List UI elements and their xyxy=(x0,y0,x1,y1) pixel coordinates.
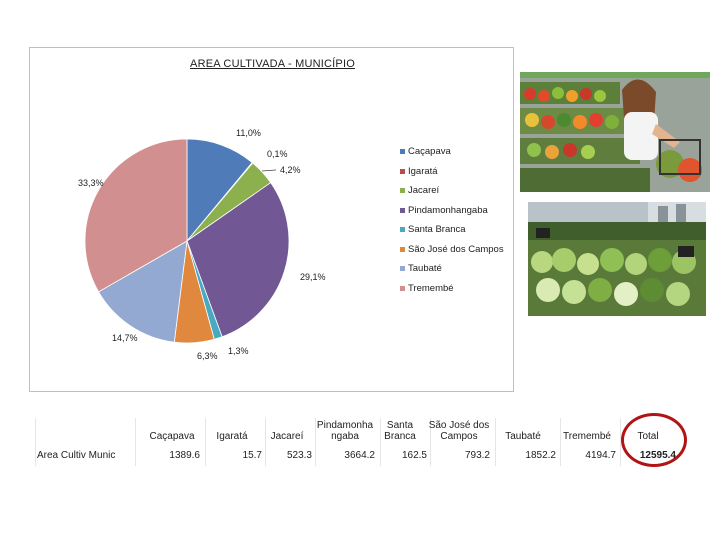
legend-swatch xyxy=(400,149,405,154)
pie-chart: 11,0% 0,1% 4,2% 29,1% 1,3% 6,3% 14,7% 33,3% xyxy=(78,128,326,361)
total-value: 12595.4 xyxy=(639,450,676,461)
table-divider xyxy=(620,418,621,466)
legend-swatch xyxy=(400,285,405,291)
table-cell: 793.2 xyxy=(464,450,490,461)
leader-line xyxy=(261,169,277,172)
legend-swatch xyxy=(400,207,405,213)
legend-label: Taubaté xyxy=(408,263,442,274)
chart-frame: AREA CULTIVADA - MUNICÍPIO 11,0% 0,1% 4,2%… xyxy=(29,47,514,392)
table-divider xyxy=(205,418,206,466)
column-header: Campos xyxy=(440,431,478,442)
column-header: Branca xyxy=(384,431,416,442)
table-cell: 15.7 xyxy=(242,450,262,461)
column-header: Jacareí xyxy=(270,431,304,442)
legend-swatch xyxy=(400,227,405,232)
table-divider xyxy=(560,418,561,466)
legend-swatch xyxy=(400,188,405,193)
pie-slice-tremembe xyxy=(84,138,188,293)
column-header: São José dos xyxy=(428,420,490,431)
table-divider xyxy=(380,418,381,466)
legend-label: Tremembé xyxy=(408,282,454,294)
data-label-igarata: 0,1% xyxy=(267,149,288,159)
legend-swatch xyxy=(400,266,405,271)
column-header: Santa xyxy=(386,420,414,431)
pie-slice-pindamonhangaba xyxy=(186,182,290,338)
legend-label: Jacareí xyxy=(408,185,440,196)
data-label-pindamonhangaba: 29,1% xyxy=(300,272,326,282)
table-divider xyxy=(495,418,496,466)
woman-shopping-produce-photo xyxy=(520,72,710,192)
column-header: Caçapava xyxy=(149,431,195,442)
legend-label: São José dos Campos xyxy=(408,243,504,255)
legend-label: Pindamonhangaba xyxy=(408,204,488,216)
column-header: ngaba xyxy=(331,431,359,442)
table-divider xyxy=(315,418,316,466)
row-label: Area Cultiv Munic xyxy=(37,450,116,461)
data-label-taubate: 14,7% xyxy=(112,333,138,343)
data-label-cacapava: 11,0% xyxy=(236,128,261,138)
data-label-sao-jose-dos-campos: 6,3% xyxy=(197,351,218,361)
data-label-jacarei: 4,2% xyxy=(280,165,301,175)
column-header: Taubaté xyxy=(505,431,541,442)
data-label-santa-branca: 1,3% xyxy=(228,346,249,356)
legend-label: Igaratá xyxy=(408,165,438,177)
vegetable-market-stall-photo xyxy=(528,202,706,316)
table-divider xyxy=(265,418,266,466)
legend-swatch xyxy=(400,246,405,252)
chart-title: AREA CULTIVADA - MUNICÍPIO xyxy=(190,58,355,70)
column-header: Tremembé xyxy=(563,431,611,442)
table-cell: 4194.7 xyxy=(585,450,616,461)
legend-swatch xyxy=(400,168,405,174)
column-header: Pindamonha xyxy=(316,420,374,431)
table-cell: 162.5 xyxy=(401,450,427,461)
column-header: Igaratá xyxy=(216,431,248,442)
pie-slice-taubate xyxy=(98,240,188,343)
total-highlight-circle xyxy=(621,413,687,467)
table-divider xyxy=(35,418,36,466)
data-label-tremembe: 33,3% xyxy=(78,178,104,188)
legend-label: Santa Branca xyxy=(408,224,466,235)
column-header: Total xyxy=(637,431,659,442)
legend-label: Caçapava xyxy=(408,146,451,157)
table-cell: 3664.2 xyxy=(344,450,375,461)
pie-slice-cacapava xyxy=(186,138,253,243)
table-divider xyxy=(430,418,431,466)
table-cell: 1852.2 xyxy=(525,450,556,461)
table-divider xyxy=(135,418,136,466)
table-cell: 523.3 xyxy=(286,450,312,461)
table-cell: 1389.6 xyxy=(169,450,200,461)
